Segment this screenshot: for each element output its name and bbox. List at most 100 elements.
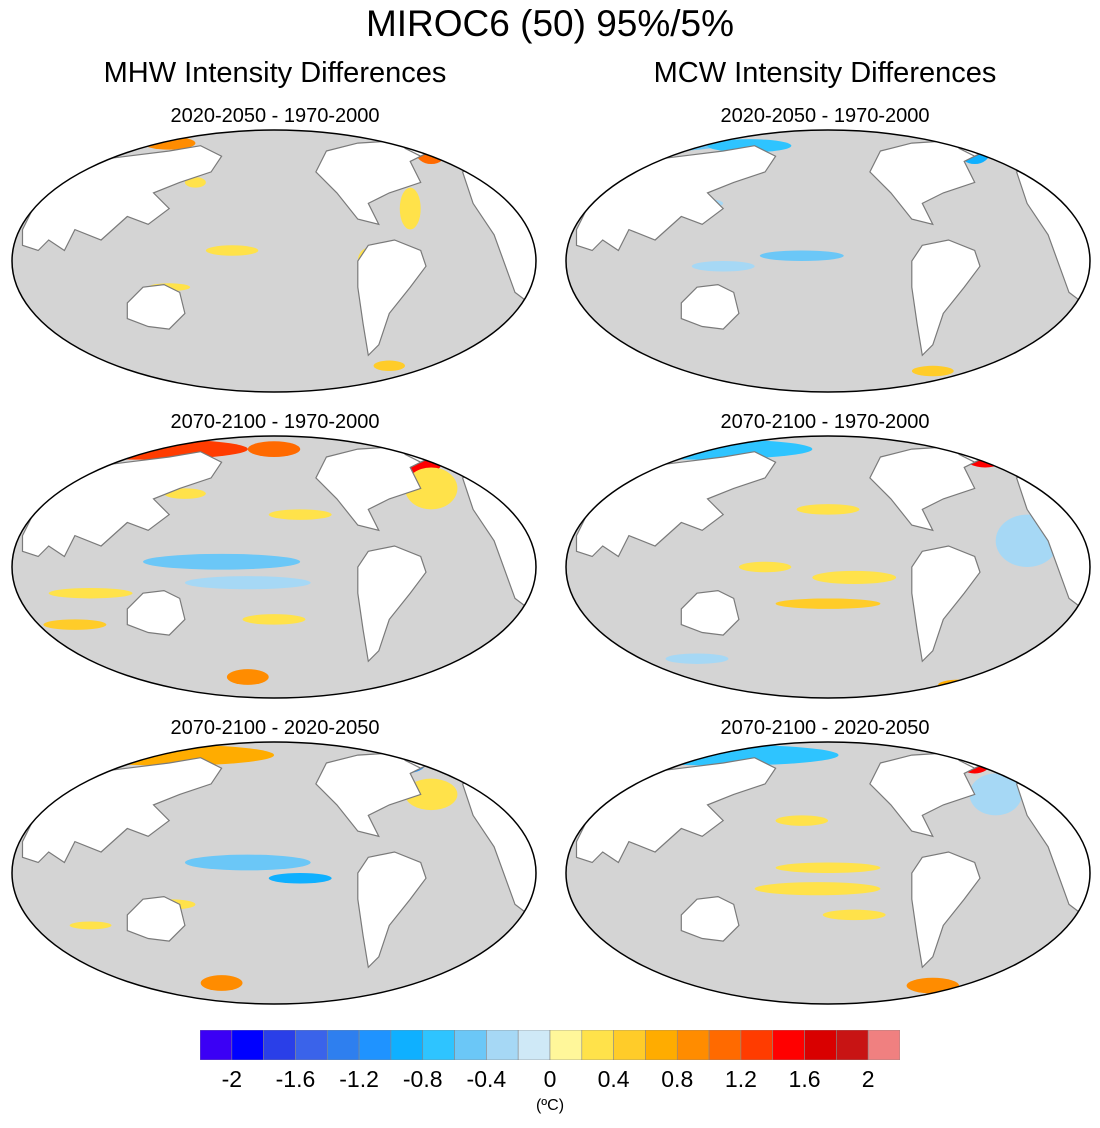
map-border <box>565 741 1091 1005</box>
map-panel <box>566 436 1090 698</box>
anomaly-region <box>399 187 421 230</box>
map-border <box>565 129 1091 393</box>
colorbar-swatch <box>486 1030 519 1060</box>
anomaly-region <box>205 245 259 256</box>
colorbar-tick-label: -1.6 <box>275 1066 316 1092</box>
colorbar-swatch <box>390 1030 424 1060</box>
anomaly-region <box>665 653 729 664</box>
land-southAmerica <box>911 851 981 969</box>
land-australia <box>126 589 186 636</box>
map-panel <box>12 742 536 1004</box>
colorbar-swatch <box>772 1030 805 1060</box>
panel-title-mhw-1: 2020-2050 - 1970-2000 <box>170 105 380 127</box>
colorbar-tick-label: -1.2 <box>339 1066 379 1092</box>
anomaly-region <box>775 598 881 609</box>
colorbar-swatch <box>645 1030 678 1060</box>
map-border <box>11 741 537 1005</box>
anomaly-region <box>184 854 311 871</box>
anomaly-region <box>43 619 107 630</box>
colorbar-tick-label: -0.4 <box>466 1066 507 1092</box>
anomaly-region <box>268 873 332 884</box>
colorbar-units: (ºC) <box>535 1097 565 1114</box>
land-australia <box>680 589 740 636</box>
land-australia <box>680 283 740 330</box>
land-southAmerica <box>911 545 981 663</box>
anomaly-region <box>405 467 458 510</box>
anomaly-region <box>242 614 306 625</box>
anomaly-region <box>38 438 248 460</box>
map-panel <box>12 436 536 698</box>
land-southAmerica <box>357 545 427 663</box>
colorbar-swatch <box>740 1030 774 1060</box>
anomaly-region <box>691 261 755 272</box>
column-title-mhw: MHW Intensity Differences <box>103 57 447 89</box>
colorbar-swatch <box>422 1030 455 1060</box>
anomaly-region <box>969 773 1022 816</box>
colorbar-swatch <box>549 1030 583 1060</box>
anomaly-region <box>69 921 112 930</box>
column-title-mcw: MCW Intensity Differences <box>653 57 997 89</box>
anomaly-region <box>143 553 301 570</box>
colorbar-swatch <box>676 1030 710 1060</box>
anomaly-region <box>373 360 405 372</box>
colorbar-tick-label: -2 <box>221 1066 243 1092</box>
map-border <box>11 435 537 699</box>
figure-title: MIROC6 (50) 95%/5% <box>365 3 735 44</box>
anomaly-region <box>822 909 886 921</box>
map-panel <box>566 742 1090 1004</box>
panel-title-mcw-1: 2020-2050 - 1970-2000 <box>720 105 930 127</box>
colorbar-tick-label: 1.2 <box>724 1066 757 1092</box>
anomaly-region <box>268 509 332 520</box>
anomaly-region <box>581 438 813 460</box>
anomaly-region <box>775 862 881 873</box>
colorbar-tick-label: 0.8 <box>661 1066 694 1092</box>
anomaly-region <box>48 587 133 599</box>
land-southAmerica <box>911 239 981 357</box>
colorbar-tick-label: 1.6 <box>788 1066 821 1092</box>
anomaly-region <box>247 441 301 457</box>
land-australia <box>126 895 186 942</box>
colorbar-tick-label: 0 <box>543 1066 557 1092</box>
anomaly-region <box>226 669 269 685</box>
map-border <box>565 435 1091 699</box>
land-australia <box>680 895 740 942</box>
map-panels <box>11 129 1091 1005</box>
anomaly-region <box>405 778 458 811</box>
anomaly-region <box>707 139 792 153</box>
colorbar-swatch <box>581 1030 614 1060</box>
colorbar-swatch <box>836 1030 869 1060</box>
panel-title-mhw-3: 2070-2100 - 2020-2050 <box>170 717 380 739</box>
panel-title-mhw-2: 2070-2100 - 1970-2000 <box>170 411 380 433</box>
anomaly-region <box>184 576 311 590</box>
anomaly-region <box>906 977 959 994</box>
map-border <box>11 129 537 393</box>
land-australia <box>126 283 186 330</box>
panel-title-mcw-3: 2070-2100 - 2020-2050 <box>720 717 930 739</box>
anomaly-region <box>812 570 897 585</box>
anomaly-region <box>1016 663 1080 680</box>
colorbar-tick-label: 2 <box>861 1066 875 1092</box>
map-panel <box>12 130 536 392</box>
colorbar-swatch <box>454 1030 487 1060</box>
colorbar-swatch <box>200 1030 233 1060</box>
land-southAmerica <box>357 239 427 357</box>
panel-title-mcw-2: 2070-2100 - 1970-2000 <box>720 411 930 433</box>
anomaly-region <box>796 504 860 515</box>
colorbar-swatch <box>231 1030 264 1060</box>
colorbar-swatch <box>517 1030 551 1060</box>
colorbar <box>200 1030 900 1060</box>
anomaly-region <box>200 975 243 991</box>
anomaly-region <box>759 250 844 261</box>
colorbar-swatch <box>613 1030 646 1060</box>
colorbar-tick-label: -0.8 <box>402 1066 443 1092</box>
anomaly-region <box>738 561 792 573</box>
colorbar-swatch <box>708 1030 742 1060</box>
anomaly-region <box>618 135 724 151</box>
colorbar-swatch <box>867 1030 900 1060</box>
map-panel <box>566 130 1090 392</box>
colorbar-swatch <box>295 1030 328 1060</box>
colorbar-swatch <box>326 1030 360 1060</box>
anomaly-region <box>911 365 954 377</box>
colorbar-tick-label: 0.4 <box>597 1066 630 1092</box>
anomaly-region <box>754 882 881 896</box>
